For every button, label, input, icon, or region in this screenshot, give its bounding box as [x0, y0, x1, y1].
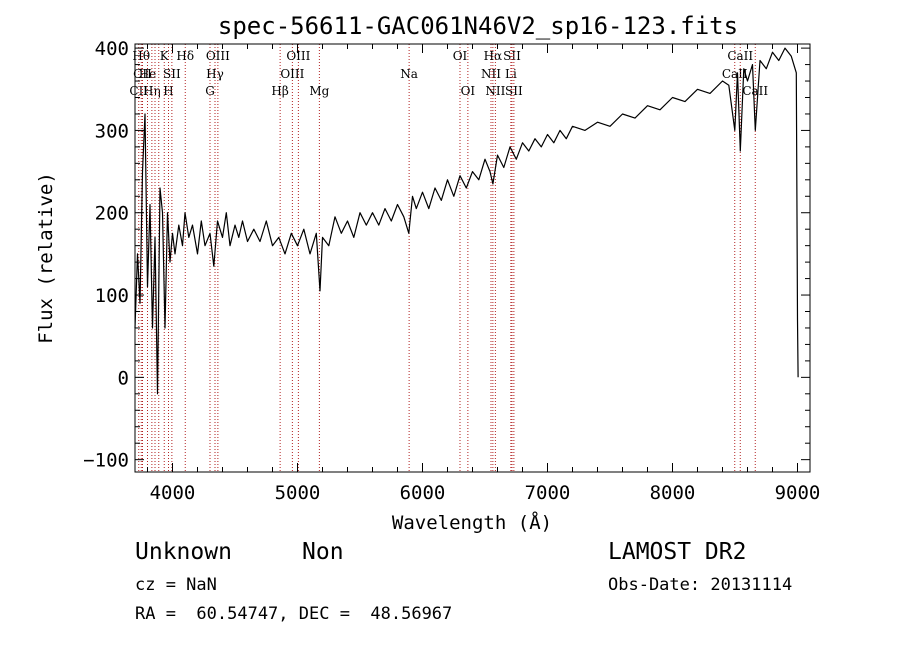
- spectral-line-label-25: SII: [503, 49, 521, 63]
- observation-date: Obs-Date: 20131114: [608, 575, 793, 595]
- spectral-line-label-20: OI: [461, 84, 476, 98]
- ra-dec-coordinates: RA = 60.54747, DEC = 48.56967: [135, 604, 453, 624]
- spectral-line-label-18: Na: [400, 67, 418, 81]
- spectral-line-label-8: H: [163, 84, 173, 98]
- spectral-line-label-12: Hγ: [206, 67, 224, 81]
- spectral-line-label-29: CaII: [742, 84, 768, 98]
- y-tick-label-100: 100: [95, 285, 129, 307]
- spectral-line-label-14: Hβ: [271, 84, 288, 98]
- y-tick-label-200: 200: [95, 203, 129, 225]
- spectral-line-label-28: CaII: [727, 49, 753, 63]
- x-tick-label-8000: 8000: [650, 482, 696, 504]
- y-axis-label: Flux (relative): [35, 172, 57, 344]
- spectral-line-markers: CIIHθCIIHeHηKHSIIHδGHγOIIIHβOIIIOIIIMgNa…: [129, 44, 768, 472]
- chart-title: spec-56611-GAC061N46V2_sp16-123.fits: [218, 12, 738, 40]
- series-line-0: [134, 47, 799, 395]
- x-tick-label-7000: 7000: [525, 482, 571, 504]
- plot-frame: [134, 43, 811, 473]
- x-tick-label-5000: 5000: [275, 482, 321, 504]
- x-tick-label-9000: 9000: [775, 482, 821, 504]
- y-tick-label--100: −100: [83, 450, 129, 472]
- x-axis-label: Wavelength (Å): [392, 511, 552, 534]
- y-tick-label-300: 300: [95, 120, 129, 142]
- spectral-line-label-22: Hα: [484, 49, 503, 63]
- spectral-line-label-4: Hη: [143, 84, 161, 98]
- object-class: Unknown: [135, 539, 232, 565]
- object-subclass: Non: [302, 539, 344, 565]
- spectral-line-label-9: SII: [163, 67, 181, 81]
- spectral-line-label-16: OIII: [286, 49, 310, 63]
- series-layer: [134, 47, 799, 395]
- spectral-line-label-24: Li: [505, 67, 517, 81]
- y-tick-label-0: 0: [118, 367, 129, 389]
- spectral-line-label-26: SII: [505, 84, 523, 98]
- spectral-line-label-7: K: [160, 49, 170, 63]
- spectral-line-label-1: Hθ: [132, 49, 150, 63]
- spectral-line-label-10: Hδ: [176, 49, 194, 63]
- spectral-line-label-23: NII: [485, 84, 505, 98]
- x-tick-label-4000: 4000: [150, 482, 196, 504]
- spectral-line-label-13: OIII: [206, 49, 230, 63]
- redshift-cz: cz = NaN: [135, 575, 217, 595]
- spectral-line-label-19: OI: [453, 49, 468, 63]
- survey-release: LAMOST DR2: [608, 539, 747, 565]
- axis-ticks: 4000 5000 6000 7000 8000 9000 −100 0 100 200 300 40…: [83, 38, 820, 504]
- spectral-line-label-17: Mg: [309, 84, 329, 98]
- y-tick-label-400: 400: [95, 38, 129, 60]
- spectral-line-label-0: CII: [129, 84, 148, 98]
- spectral-line-label-27: CaII: [722, 67, 748, 81]
- spectral-line-label-21: NII: [481, 67, 501, 81]
- x-tick-label-6000: 6000: [400, 482, 446, 504]
- spectral-line-label-15: OIII: [280, 67, 304, 81]
- spectral-line-label-3: He: [139, 67, 157, 81]
- spectral-line-label-11: G: [205, 84, 215, 98]
